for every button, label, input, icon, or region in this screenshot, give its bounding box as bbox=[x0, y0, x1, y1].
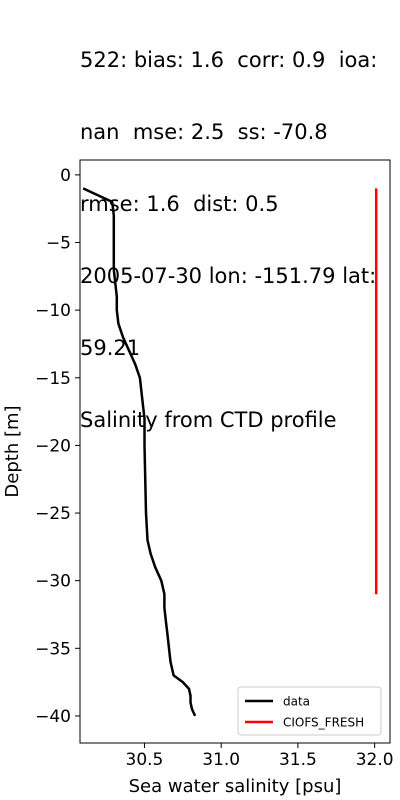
x-tick-label: 30.5 bbox=[126, 750, 164, 770]
y-axis-label: Depth [m] bbox=[2, 405, 23, 497]
series-line-data bbox=[82, 187, 197, 717]
x-tick-label: 31.0 bbox=[202, 750, 240, 770]
legend-label: CIOFS_FRESH bbox=[283, 716, 364, 730]
y-tick-label: −40 bbox=[35, 707, 71, 727]
x-tick-label: 31.5 bbox=[279, 750, 317, 770]
y-tick-label: 0 bbox=[60, 166, 71, 186]
legend-box bbox=[237, 686, 382, 736]
y-tick-label: −20 bbox=[35, 436, 71, 456]
plot-area: 30.5 31.0 31.5 32.0 0 −5 −10 −15 −20 −25 −30 −35 −40… bbox=[2, 159, 394, 797]
y-tick-label: −5 bbox=[46, 234, 71, 254]
x-tick-label: 32.0 bbox=[356, 750, 394, 770]
title-line: nan mse: 2.5 ss: -70.8 bbox=[80, 120, 328, 144]
title-line: Salinity from CTD profile bbox=[80, 408, 337, 432]
y-tick-label: −15 bbox=[35, 369, 71, 389]
title-line: 522: bias: 1.6 corr: 0.9 ioa: bbox=[80, 48, 378, 72]
y-tick-label: −25 bbox=[35, 504, 71, 524]
legend-label: data bbox=[283, 695, 310, 709]
chart-title: 522: bias: 1.6 corr: 0.9 ioa: nan mse: 2… bbox=[80, 0, 398, 456]
title-line: rmse: 1.6 dist: 0.5 bbox=[80, 192, 279, 216]
x-axis-label: Sea water salinity [psu] bbox=[129, 776, 342, 797]
y-tick-label: −10 bbox=[35, 301, 71, 321]
y-tick-label: −35 bbox=[35, 639, 71, 659]
axes-frame bbox=[79, 159, 391, 744]
title-line: 2005-07-30 lon: -151.79 lat: bbox=[80, 264, 377, 288]
y-tick-label: −30 bbox=[35, 572, 71, 592]
title-line: 59.21 bbox=[80, 336, 141, 360]
